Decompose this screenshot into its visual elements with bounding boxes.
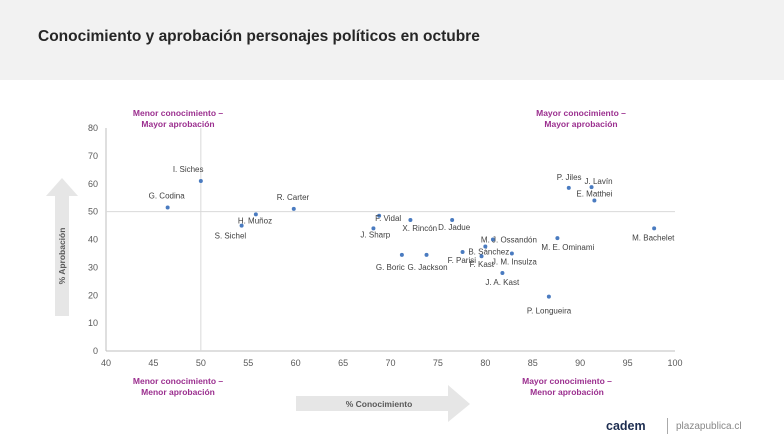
data-point bbox=[500, 270, 505, 275]
y-axis-title: % Aprobación bbox=[57, 228, 67, 285]
point-label: J. Lavín bbox=[585, 177, 613, 186]
point-label: B. Sánchez bbox=[468, 247, 509, 256]
y-tick-label: 20 bbox=[88, 290, 98, 300]
x-tick-label: 60 bbox=[291, 358, 301, 368]
data-point bbox=[555, 236, 560, 241]
data-point bbox=[371, 226, 376, 231]
quadrant-label-top-left: Menor conocimiento – Mayor aprobación bbox=[132, 108, 224, 129]
data-point bbox=[408, 217, 413, 222]
data-point bbox=[509, 251, 514, 256]
data-point bbox=[399, 252, 404, 257]
data-point bbox=[566, 185, 571, 190]
y-tick-label: 30 bbox=[88, 262, 98, 272]
y-tick-label: 80 bbox=[88, 123, 98, 133]
x-tick-label: 45 bbox=[148, 358, 158, 368]
cadem-logo: cadem bbox=[606, 419, 646, 433]
x-axis-arrow bbox=[296, 385, 470, 422]
point-label: P. Jiles bbox=[557, 173, 582, 182]
data-point bbox=[291, 206, 296, 211]
data-point bbox=[450, 217, 455, 222]
data-point bbox=[652, 226, 657, 231]
point-label: M. Bachelet bbox=[632, 233, 675, 242]
point-label: R. Carter bbox=[277, 193, 310, 202]
quadrant-label-top-right: Mayor conocimiento – Mayor aprobación bbox=[536, 108, 626, 129]
point-label: F. Vidal bbox=[375, 214, 401, 223]
y-axis-arrow bbox=[46, 178, 78, 316]
data-point bbox=[377, 213, 382, 218]
data-point bbox=[479, 254, 484, 259]
data-point bbox=[198, 178, 203, 183]
point-label: X. Rincón bbox=[402, 224, 437, 233]
point-label: J. M. Insulza bbox=[492, 257, 537, 266]
data-point bbox=[546, 294, 551, 299]
point-label: J. Sharp bbox=[360, 230, 390, 239]
x-tick-label: 85 bbox=[528, 358, 538, 368]
footer-site-text: plazapublica.cl bbox=[676, 421, 742, 432]
y-tick-label: 0 bbox=[93, 346, 98, 356]
point-label: G. Codina bbox=[149, 191, 186, 200]
x-tick-label: 55 bbox=[243, 358, 253, 368]
x-axis-title: % Conocimiento bbox=[346, 399, 413, 409]
point-label: M. J. Ossandón bbox=[481, 236, 537, 245]
data-point bbox=[460, 250, 465, 255]
x-tick-label: 65 bbox=[338, 358, 348, 368]
x-tick-label: 95 bbox=[623, 358, 633, 368]
point-label: M. E. Ominami bbox=[541, 243, 594, 252]
data-point bbox=[592, 198, 597, 203]
header-band bbox=[0, 0, 784, 80]
y-tick-label: 40 bbox=[88, 235, 98, 245]
x-tick-label: 50 bbox=[196, 358, 206, 368]
point-label: J. A. Kast bbox=[485, 278, 520, 287]
point-label: F. Parisi bbox=[448, 256, 477, 265]
x-tick-label: 80 bbox=[480, 358, 490, 368]
point-label: S. Sichel bbox=[215, 232, 247, 241]
x-tick-label: 90 bbox=[575, 358, 585, 368]
page-title: Conocimiento y aprobación personajes pol… bbox=[38, 28, 480, 45]
data-point bbox=[253, 212, 258, 217]
y-tick-label: 70 bbox=[88, 151, 98, 161]
x-tick-label: 70 bbox=[385, 358, 395, 368]
data-point bbox=[165, 205, 170, 210]
y-tick-label: 60 bbox=[88, 179, 98, 189]
point-label: G. Boric bbox=[376, 263, 405, 272]
y-tick-label: 10 bbox=[88, 318, 98, 328]
point-label: H. Muñoz bbox=[238, 216, 272, 225]
footer-divider bbox=[667, 418, 668, 434]
quadrant-label-bottom-left: Menor conocimiento – Menor aprobación bbox=[132, 376, 224, 397]
point-label: D. Jadue bbox=[438, 223, 471, 232]
point-label: E. Matthei bbox=[576, 189, 612, 198]
point-label: P. Longueira bbox=[527, 307, 572, 316]
x-tick-label: 40 bbox=[101, 358, 111, 368]
quadrant-label-bottom-right: Mayor conocimiento – Menor aprobación bbox=[522, 376, 612, 397]
data-point bbox=[483, 244, 488, 249]
data-point bbox=[424, 252, 429, 257]
x-tick-label: 100 bbox=[667, 358, 682, 368]
point-label: F. Kast bbox=[470, 260, 495, 269]
point-label: I. Siches bbox=[173, 165, 204, 174]
data-point bbox=[490, 237, 495, 242]
x-tick-label: 75 bbox=[433, 358, 443, 368]
y-tick-label: 50 bbox=[88, 207, 98, 217]
data-point bbox=[239, 223, 244, 228]
data-point bbox=[589, 185, 594, 190]
point-label: G. Jackson bbox=[408, 263, 448, 272]
